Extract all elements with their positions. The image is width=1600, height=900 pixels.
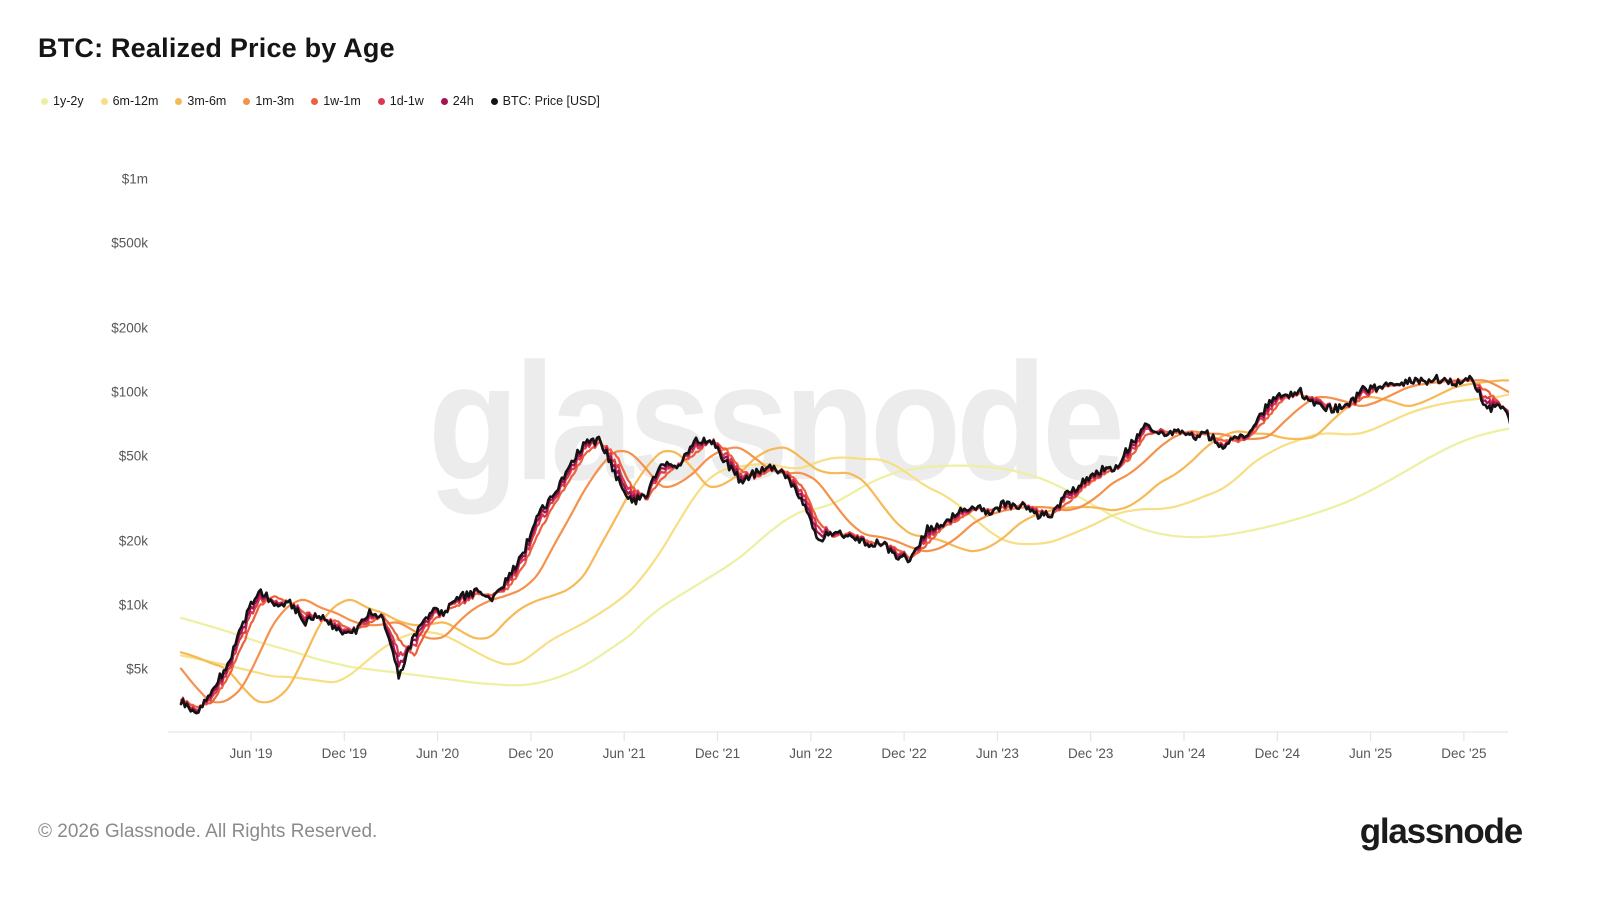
legend-swatch-icon <box>41 97 48 105</box>
glassnode-logo: glassnode <box>1359 812 1524 851</box>
legend-swatch-icon <box>377 97 385 105</box>
legend-swatch-icon <box>100 97 108 105</box>
glassnode-watermark: glassnode <box>428 327 1125 515</box>
x-axis-label: Dec '19 <box>322 746 367 761</box>
y-axis-label: $200k <box>111 320 148 335</box>
x-axis-label: Jun '23 <box>976 746 1019 761</box>
y-axis-label: $100k <box>111 385 148 400</box>
series-line-BTC: Price [USD] <box>179 373 1509 715</box>
legend-swatch-icon <box>440 97 448 105</box>
y-axis-label: $20k <box>119 533 149 548</box>
series-line-1y-2y <box>179 427 1509 687</box>
series-line-3m-6m <box>179 379 1509 704</box>
series-line-1m-3m <box>179 379 1509 704</box>
legend-label: 1w-1m <box>323 94 361 108</box>
y-axis-label: $1m <box>122 172 148 187</box>
x-axis-label: Dec '25 <box>1441 746 1486 761</box>
legend-swatch-icon <box>490 97 498 105</box>
x-axis-label: Jun '19 <box>229 746 272 761</box>
legend-item-1w-1m[interactable]: 1w-1m <box>311 94 361 108</box>
legend-label: 1m-3m <box>255 94 295 108</box>
page-title: BTC: Realized Price by Age <box>38 33 395 63</box>
legend-label: BTC: Price [USD] <box>502 94 600 108</box>
y-axis-label: $500k <box>111 236 148 251</box>
legend-label: 24h <box>452 94 474 108</box>
series-line-1w-1m <box>179 377 1509 709</box>
copyright-text: © 2026 Glassnode. All Rights Reserved. <box>38 821 378 842</box>
legend-item-24h[interactable]: 24h <box>440 94 474 108</box>
legend-swatch-icon <box>175 97 183 105</box>
legend-item-1m-3m[interactable]: 1m-3m <box>243 94 294 108</box>
x-axis-label: Dec '24 <box>1255 746 1301 761</box>
x-axis-label: Jun '20 <box>416 746 459 761</box>
series-line-24h <box>179 374 1509 713</box>
y-axis-label: $5k <box>126 662 148 677</box>
y-axis-label: $50k <box>119 449 149 464</box>
legend-item-3m-6m[interactable]: 3m-6m <box>175 94 226 108</box>
x-axis-label: Jun '24 <box>1162 746 1206 761</box>
x-axis-label: Dec '23 <box>1068 746 1113 761</box>
legend-label: 3m-6m <box>187 94 227 108</box>
legend-item-1y-2y[interactable]: 1y-2y <box>41 94 84 108</box>
series-line-6m-12m <box>179 393 1509 684</box>
x-axis-label: Jun '22 <box>789 746 832 761</box>
series-line-1d-1w <box>179 374 1509 712</box>
legend-item-btc-price-usd-[interactable]: BTC: Price [USD] <box>490 94 600 108</box>
y-axis-label: $10k <box>119 598 149 613</box>
legend-label: 1y-2y <box>53 94 84 108</box>
legend: 1y-2y 6m-12m 3m-6m 1m-3m 1w-1m 1d-1w 24h BTC: P… <box>41 94 600 108</box>
legend-swatch-icon <box>311 97 319 105</box>
legend-item-1d-1w[interactable]: 1d-1w <box>377 94 424 108</box>
x-axis-label: Dec '20 <box>508 746 553 761</box>
legend-label: 1d-1w <box>389 94 424 108</box>
x-axis-label: Dec '22 <box>881 746 926 761</box>
x-axis-label: Jun '25 <box>1349 746 1392 761</box>
x-axis-label: Jun '21 <box>603 746 646 761</box>
x-axis-label: Dec '21 <box>695 746 740 761</box>
legend-item-6m-12m[interactable]: 6m-12m <box>100 94 159 108</box>
legend-label: 6m-12m <box>112 94 159 108</box>
legend-swatch-icon <box>243 97 251 105</box>
